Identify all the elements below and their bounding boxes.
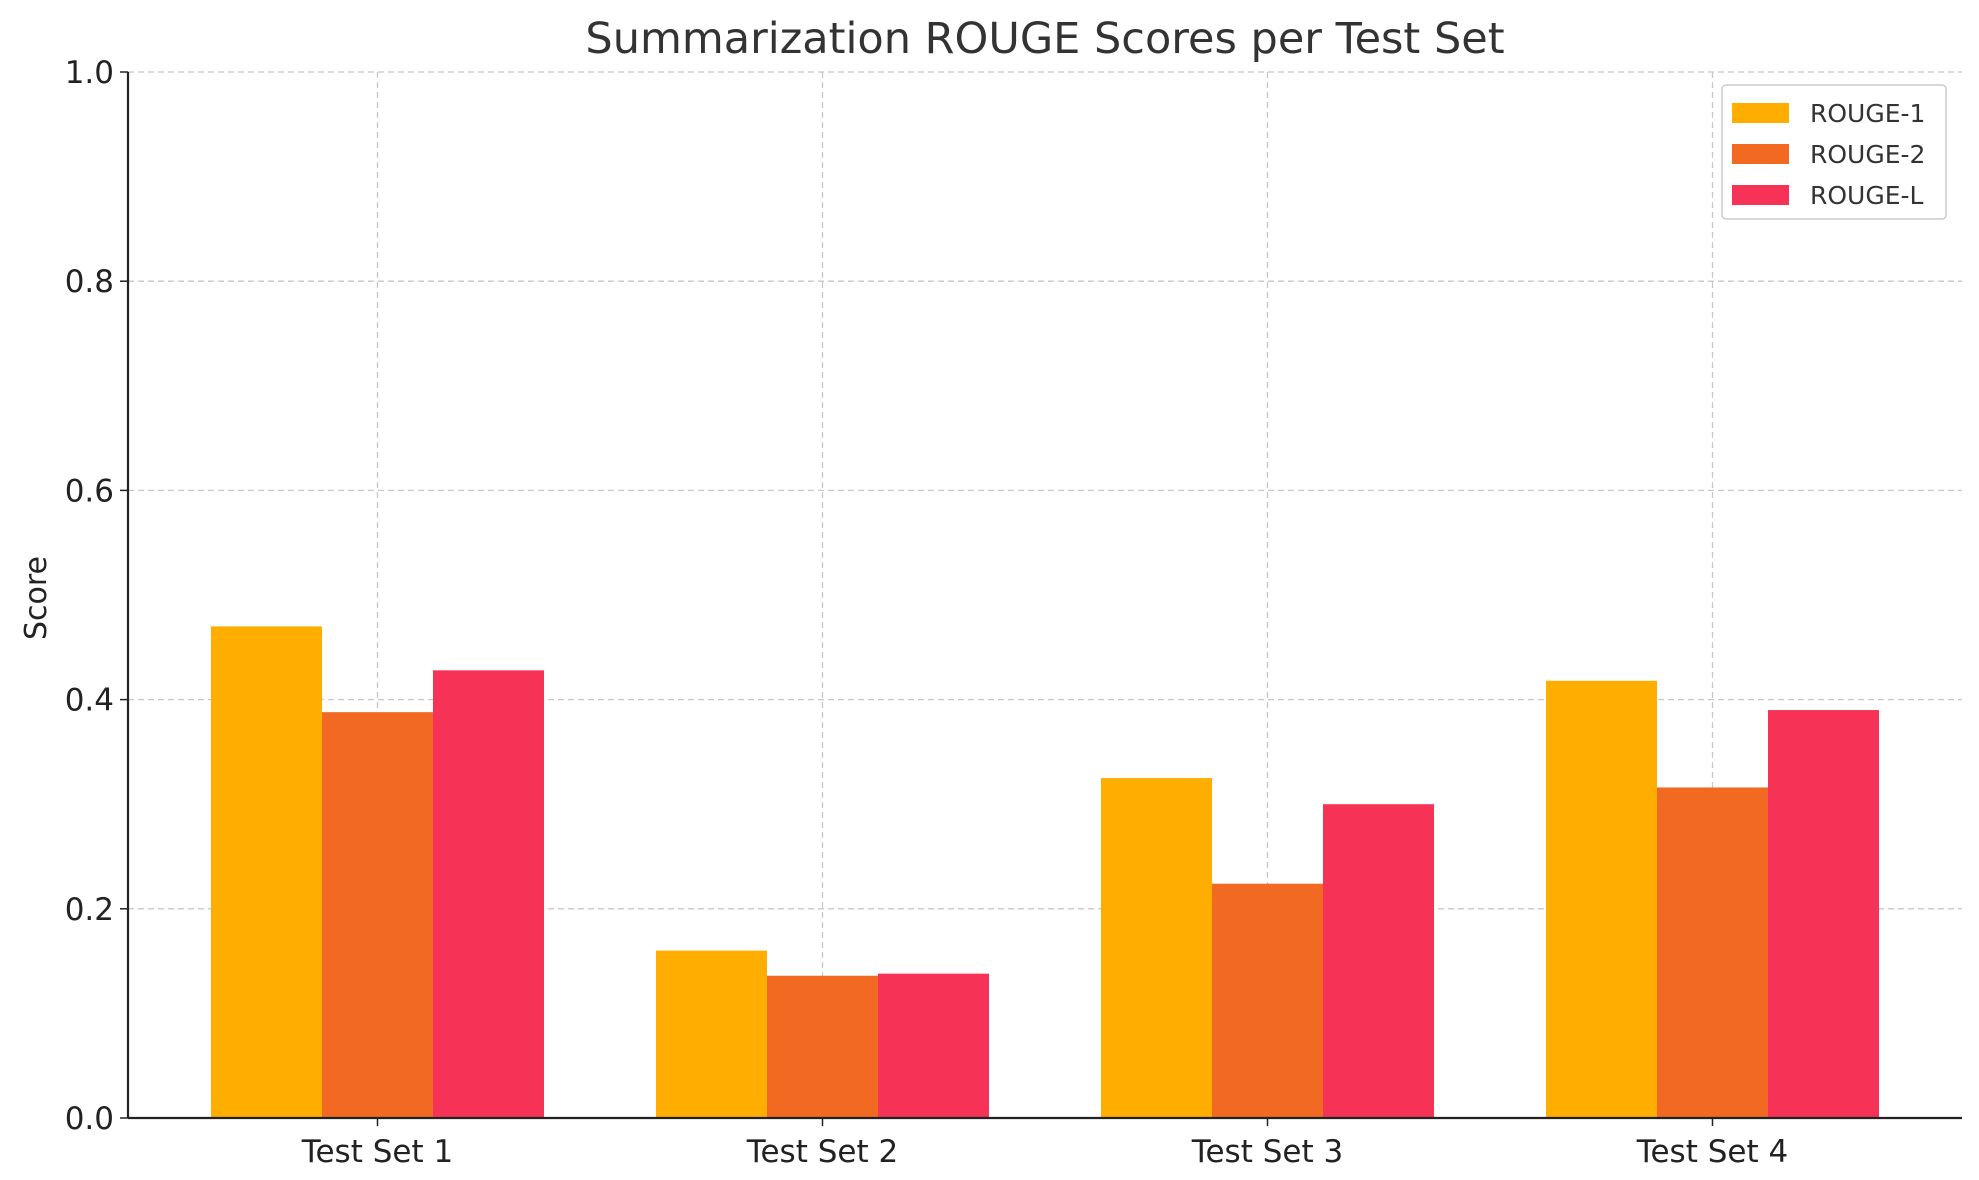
legend: ROUGE-1 ROUGE-2 ROUGE-L xyxy=(1721,84,1947,220)
y-ticks: 0.0 0.2 0.4 0.6 0.8 1.0 xyxy=(65,55,128,1137)
bar-rouge-1-1 xyxy=(211,626,322,1118)
legend-label-rouge-1: ROUGE-1 xyxy=(1810,99,1925,128)
x-tick-label: Test Set 1 xyxy=(301,1134,453,1170)
bar-rouge-2-4 xyxy=(1657,787,1768,1118)
bar-rouge-1-4 xyxy=(1546,680,1657,1118)
bar-rouge-1-2 xyxy=(656,950,767,1118)
bar-rouge-l-3 xyxy=(1323,804,1434,1118)
x-tick-label: Test Set 2 xyxy=(746,1134,898,1170)
legend-label-rouge-2: ROUGE-2 xyxy=(1810,140,1925,169)
y-tick-label: 1.0 xyxy=(65,55,114,91)
y-tick-label: 0.0 xyxy=(65,1101,114,1137)
bar-rouge-l-1 xyxy=(433,670,544,1118)
bar-rouge-l-4 xyxy=(1768,710,1879,1118)
y-tick-label: 0.8 xyxy=(65,264,114,300)
legend-swatch-rouge-1 xyxy=(1732,103,1789,123)
bars xyxy=(211,626,1879,1118)
y-axis-label: Score xyxy=(19,556,54,640)
x-tick-label: Test Set 3 xyxy=(1191,1134,1343,1170)
bar-rouge-2-3 xyxy=(1212,883,1323,1118)
bar-rouge-l-2 xyxy=(878,973,989,1118)
legend-label-rouge-l: ROUGE-L xyxy=(1810,181,1924,210)
bar-rouge-2-2 xyxy=(767,975,878,1118)
y-tick-label: 0.6 xyxy=(65,473,114,509)
x-ticks: Test Set 1 Test Set 2 Test Set 3 Test Set 4 xyxy=(301,1118,1788,1170)
bar-rouge-1-3 xyxy=(1101,778,1212,1118)
chart-title: Summarization ROUGE Scores per Test Set xyxy=(585,14,1504,64)
x-tick-label: Test Set 4 xyxy=(1636,1134,1788,1170)
axes xyxy=(126,72,1962,1120)
y-tick-label: 0.4 xyxy=(65,683,114,719)
legend-swatch-rouge-2 xyxy=(1732,144,1789,164)
bar-rouge-2-1 xyxy=(322,712,433,1118)
y-tick-label: 0.2 xyxy=(65,892,114,928)
legend-swatch-rouge-l xyxy=(1732,185,1789,205)
